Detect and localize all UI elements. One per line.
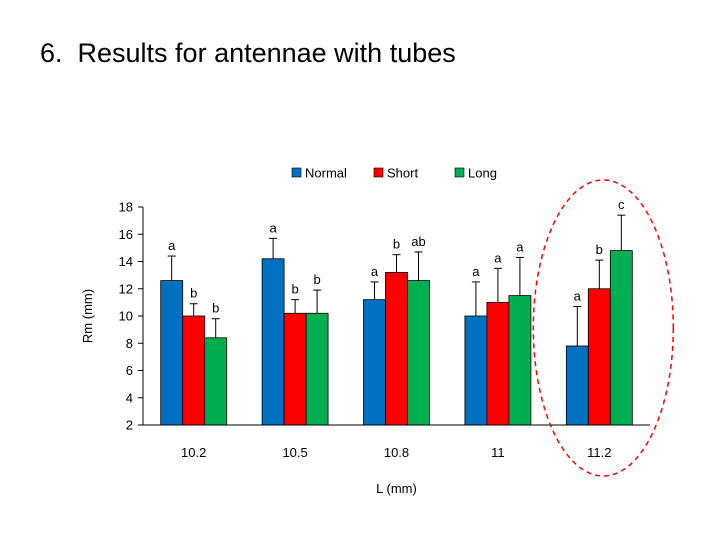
x-tick-label: 10.5 bbox=[282, 445, 307, 460]
y-tick-label: 18 bbox=[119, 200, 133, 215]
significance-label: b bbox=[190, 286, 197, 301]
legend-label-long: Long bbox=[468, 166, 497, 181]
chart-legend: Normal Short Long bbox=[291, 166, 497, 181]
x-tick-label: 10.2 bbox=[181, 445, 206, 460]
significance-label: b bbox=[596, 242, 603, 257]
x-axis-label: L (mm) bbox=[376, 481, 417, 496]
bar-short-10.5 bbox=[283, 312, 307, 426]
y-tick-label: 16 bbox=[119, 227, 133, 242]
legend-swatch-normal bbox=[291, 167, 302, 178]
chart-bars bbox=[160, 250, 633, 426]
significance-label: b bbox=[313, 272, 320, 287]
bar-normal-10.2 bbox=[160, 280, 184, 426]
x-tick-label: 11.2 bbox=[587, 445, 611, 460]
significance-label: ab bbox=[411, 234, 425, 249]
x-tick-label: 10.8 bbox=[384, 445, 409, 460]
bar-long-11 bbox=[508, 295, 532, 426]
bar-normal-10.8 bbox=[363, 299, 386, 426]
significance-label: a bbox=[371, 264, 379, 279]
y-tick-label: 14 bbox=[119, 254, 133, 269]
y-tick-label: 10 bbox=[119, 309, 133, 324]
bar-long-10.2 bbox=[204, 337, 228, 426]
y-tick-label: 4 bbox=[126, 390, 133, 405]
significance-label: b bbox=[212, 301, 219, 316]
legend-swatch-long bbox=[454, 167, 465, 178]
chart-error-bars bbox=[167, 214, 626, 346]
significance-label: a bbox=[516, 239, 524, 254]
highlight-ellipse bbox=[532, 179, 675, 477]
significance-label: c bbox=[618, 197, 625, 212]
bar-long-10.8 bbox=[407, 280, 430, 426]
significance-label: b bbox=[393, 237, 400, 252]
legend-label-short: Short bbox=[387, 166, 418, 181]
bar-short-10.8 bbox=[385, 271, 408, 426]
bar-short-10.2 bbox=[182, 315, 206, 426]
legend-label-normal: Normal bbox=[305, 166, 347, 181]
significance-label: a bbox=[269, 220, 277, 235]
y-tick-label: 2 bbox=[126, 418, 133, 433]
significance-label: a bbox=[574, 288, 582, 303]
bar-long-10.5 bbox=[305, 312, 329, 426]
bar-normal-11 bbox=[464, 315, 488, 426]
slide-title: 6. Results for antennae with tubes bbox=[40, 38, 456, 68]
significance-label: a bbox=[168, 238, 176, 253]
bar-short-11.2 bbox=[587, 288, 611, 426]
bar-long-11.2 bbox=[609, 250, 633, 426]
y-axis-label: Rm (mm) bbox=[80, 289, 95, 343]
significance-label: a bbox=[494, 250, 502, 265]
significance-label: b bbox=[291, 282, 298, 297]
x-tick-label: 11 bbox=[491, 445, 505, 460]
legend-swatch-short bbox=[373, 167, 384, 178]
y-tick-label: 6 bbox=[126, 363, 133, 378]
chart-highlight bbox=[532, 179, 675, 477]
chart-axes: 10.2 10.5 10.8 11 11.2 2 4 6 8 10 12 14 16 18 L (mm) Rm… bbox=[80, 200, 650, 496]
bar-normal-11.2 bbox=[565, 345, 589, 426]
bar-short-11 bbox=[486, 301, 510, 426]
bar-normal-10.5 bbox=[261, 258, 285, 426]
y-tick-label: 8 bbox=[126, 336, 133, 351]
y-tick-label: 12 bbox=[119, 281, 133, 296]
significance-label: a bbox=[472, 264, 480, 279]
